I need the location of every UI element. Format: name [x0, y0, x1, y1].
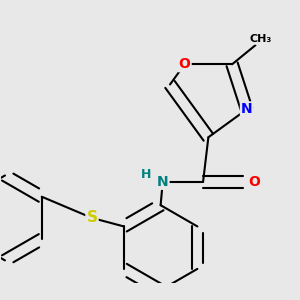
Text: O: O — [179, 57, 190, 71]
Text: O: O — [248, 175, 260, 189]
Text: H: H — [141, 168, 151, 181]
Text: S: S — [86, 210, 98, 225]
Text: N: N — [241, 102, 253, 116]
Text: CH₃: CH₃ — [250, 34, 272, 44]
Text: N: N — [157, 175, 169, 189]
